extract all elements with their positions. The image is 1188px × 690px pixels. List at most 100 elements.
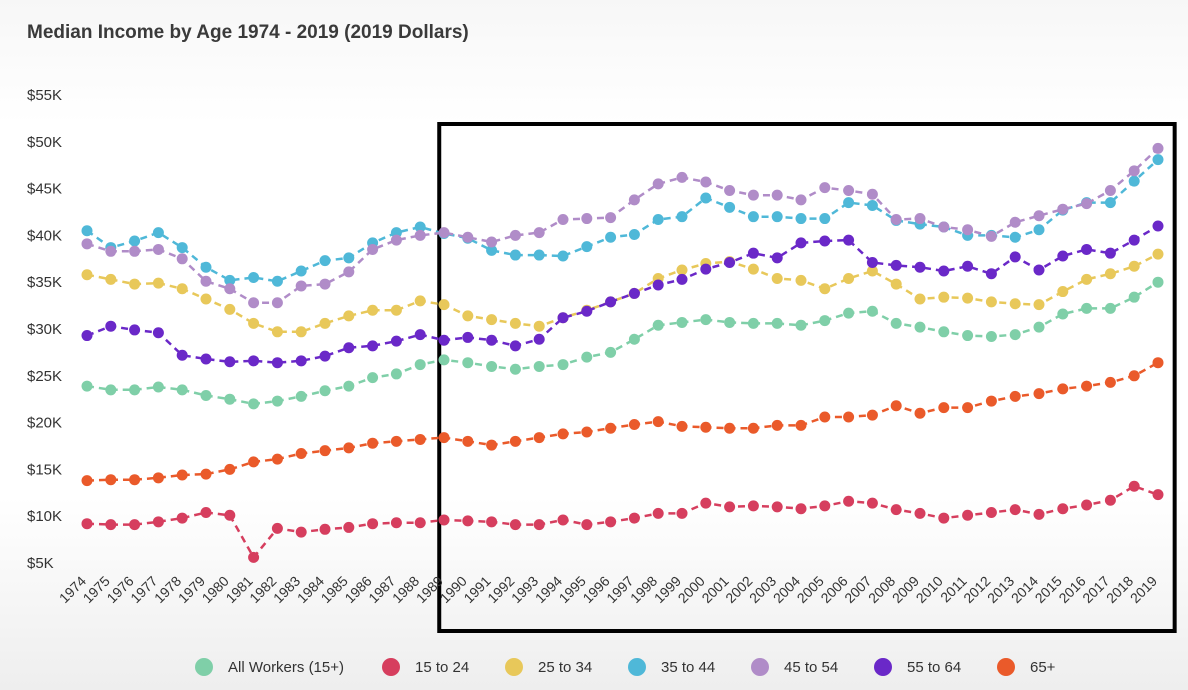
data-point [914, 407, 926, 419]
data-point [581, 426, 593, 438]
legend-marker [505, 658, 523, 676]
data-point [1104, 184, 1116, 196]
data-point [152, 243, 164, 255]
data-point [890, 504, 902, 516]
data-point [343, 342, 355, 354]
data-point [390, 435, 402, 447]
data-point [295, 280, 307, 292]
data-point [652, 178, 664, 190]
data-point [700, 421, 712, 433]
data-point [843, 197, 855, 209]
data-point [367, 518, 379, 530]
data-point [843, 272, 855, 284]
data-point [509, 435, 521, 447]
data-point [843, 307, 855, 319]
data-point [367, 437, 379, 449]
data-point [105, 245, 117, 257]
data-point [581, 305, 593, 317]
data-point [914, 213, 926, 225]
data-point [628, 418, 640, 430]
legend-label: 45 to 54 [784, 659, 838, 676]
data-point [843, 234, 855, 246]
data-point [152, 516, 164, 528]
data-point [557, 213, 569, 225]
data-point [747, 422, 759, 434]
data-point [747, 189, 759, 201]
data-point [129, 474, 141, 486]
data-point [1128, 291, 1140, 303]
data-point [1104, 494, 1116, 506]
data-point [176, 253, 188, 265]
data-point [938, 326, 950, 338]
data-point [319, 278, 331, 290]
data-point [652, 319, 664, 331]
highlight-box-layer [437, 122, 1177, 633]
data-point [819, 235, 831, 247]
data-point [581, 213, 593, 225]
data-point [747, 500, 759, 512]
data-point [295, 355, 307, 367]
data-point [605, 231, 617, 243]
series-line [86, 147, 1159, 305]
data-point [628, 228, 640, 240]
data-point [724, 501, 736, 513]
data-point [605, 422, 617, 434]
data-point [367, 372, 379, 384]
data-point [486, 360, 498, 372]
data-point [1152, 276, 1164, 288]
data-point [1033, 388, 1045, 400]
data-point [462, 310, 474, 322]
legend-label: 55 to 64 [907, 659, 961, 676]
data-point [152, 277, 164, 289]
legend-marker [195, 658, 213, 676]
y-tick-label: $10K [27, 508, 62, 525]
data-point [795, 213, 807, 225]
legend-item: 55 to 64 [874, 658, 961, 676]
data-point [367, 243, 379, 255]
legend-marker [874, 658, 892, 676]
data-point [914, 507, 926, 519]
data-point [676, 171, 688, 183]
data-point [1104, 376, 1116, 388]
data-point [81, 225, 93, 237]
data-point [1152, 248, 1164, 260]
legend-item: 65+ [997, 658, 1056, 676]
data-point [438, 334, 450, 346]
data-point [628, 512, 640, 524]
data-point [152, 472, 164, 484]
data-point [747, 211, 759, 223]
data-point [1104, 302, 1116, 314]
data-point [152, 327, 164, 339]
data-point [1152, 220, 1164, 232]
data-point [890, 400, 902, 412]
data-point [771, 189, 783, 201]
data-point [914, 321, 926, 333]
data-point [628, 333, 640, 345]
y-tick-label: $35K [27, 274, 62, 291]
data-point [438, 299, 450, 311]
data-point [1009, 298, 1021, 310]
data-point [224, 274, 236, 286]
data-point [81, 269, 93, 281]
data-point [1081, 243, 1093, 255]
data-point [200, 506, 212, 518]
data-point [1033, 210, 1045, 222]
data-point [176, 349, 188, 361]
data-point [224, 356, 236, 368]
data-point [1081, 499, 1093, 511]
data-point [509, 363, 521, 375]
data-point [795, 237, 807, 249]
data-point [938, 291, 950, 303]
data-point [1128, 234, 1140, 246]
data-point [676, 264, 688, 276]
data-point [1152, 154, 1164, 166]
y-tick-label: $40K [27, 227, 62, 244]
data-point [605, 346, 617, 358]
data-point [200, 293, 212, 305]
series-line [86, 361, 1159, 482]
data-point [700, 176, 712, 188]
y-tick-label: $25K [27, 368, 62, 385]
data-point [533, 333, 545, 345]
data-point [819, 182, 831, 194]
data-point [248, 551, 260, 563]
